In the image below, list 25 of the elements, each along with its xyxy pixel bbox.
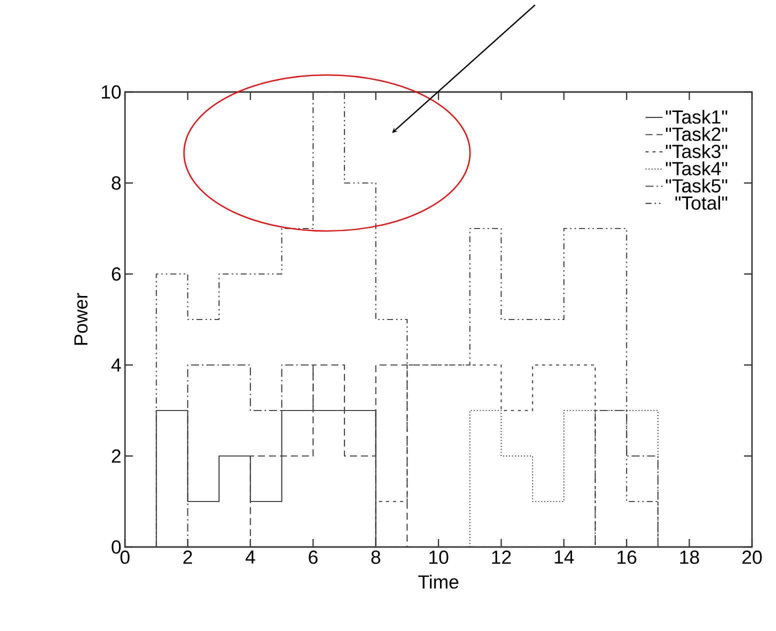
x-tick-label: 10 bbox=[429, 550, 448, 564]
y-tick-label: 10 bbox=[102, 85, 121, 99]
legend-label: "Task5" bbox=[666, 178, 728, 193]
legend-label: "Task3" bbox=[666, 144, 728, 158]
x-tick-label: 18 bbox=[680, 550, 700, 564]
legend-label: "Task2" bbox=[666, 127, 728, 141]
x-tick-label: 16 bbox=[618, 550, 636, 564]
legend-label: "Task4" bbox=[666, 161, 728, 176]
x-tick-label: 14 bbox=[554, 550, 574, 564]
x-tick-label: 20 bbox=[742, 550, 762, 564]
y-tick-label: 6 bbox=[112, 267, 121, 281]
x-axis-title: Time bbox=[418, 574, 458, 589]
y-tick-label: 2 bbox=[112, 449, 121, 463]
y-tick-label: 0 bbox=[112, 540, 121, 554]
y-axis-title: Power bbox=[74, 293, 88, 345]
x-tick-label: 6 bbox=[308, 550, 318, 564]
legend-label: "Total" bbox=[675, 196, 728, 210]
x-tick-label: 12 bbox=[492, 550, 511, 564]
x-tick-label: 4 bbox=[246, 550, 256, 564]
legend-label: "Task1" bbox=[666, 110, 728, 124]
y-tick-label: 8 bbox=[112, 176, 121, 190]
x-tick-label: 2 bbox=[183, 550, 192, 564]
y-tick-label: 4 bbox=[111, 358, 121, 372]
x-tick-label: 8 bbox=[371, 550, 380, 564]
x-tick-label: 0 bbox=[120, 550, 130, 564]
